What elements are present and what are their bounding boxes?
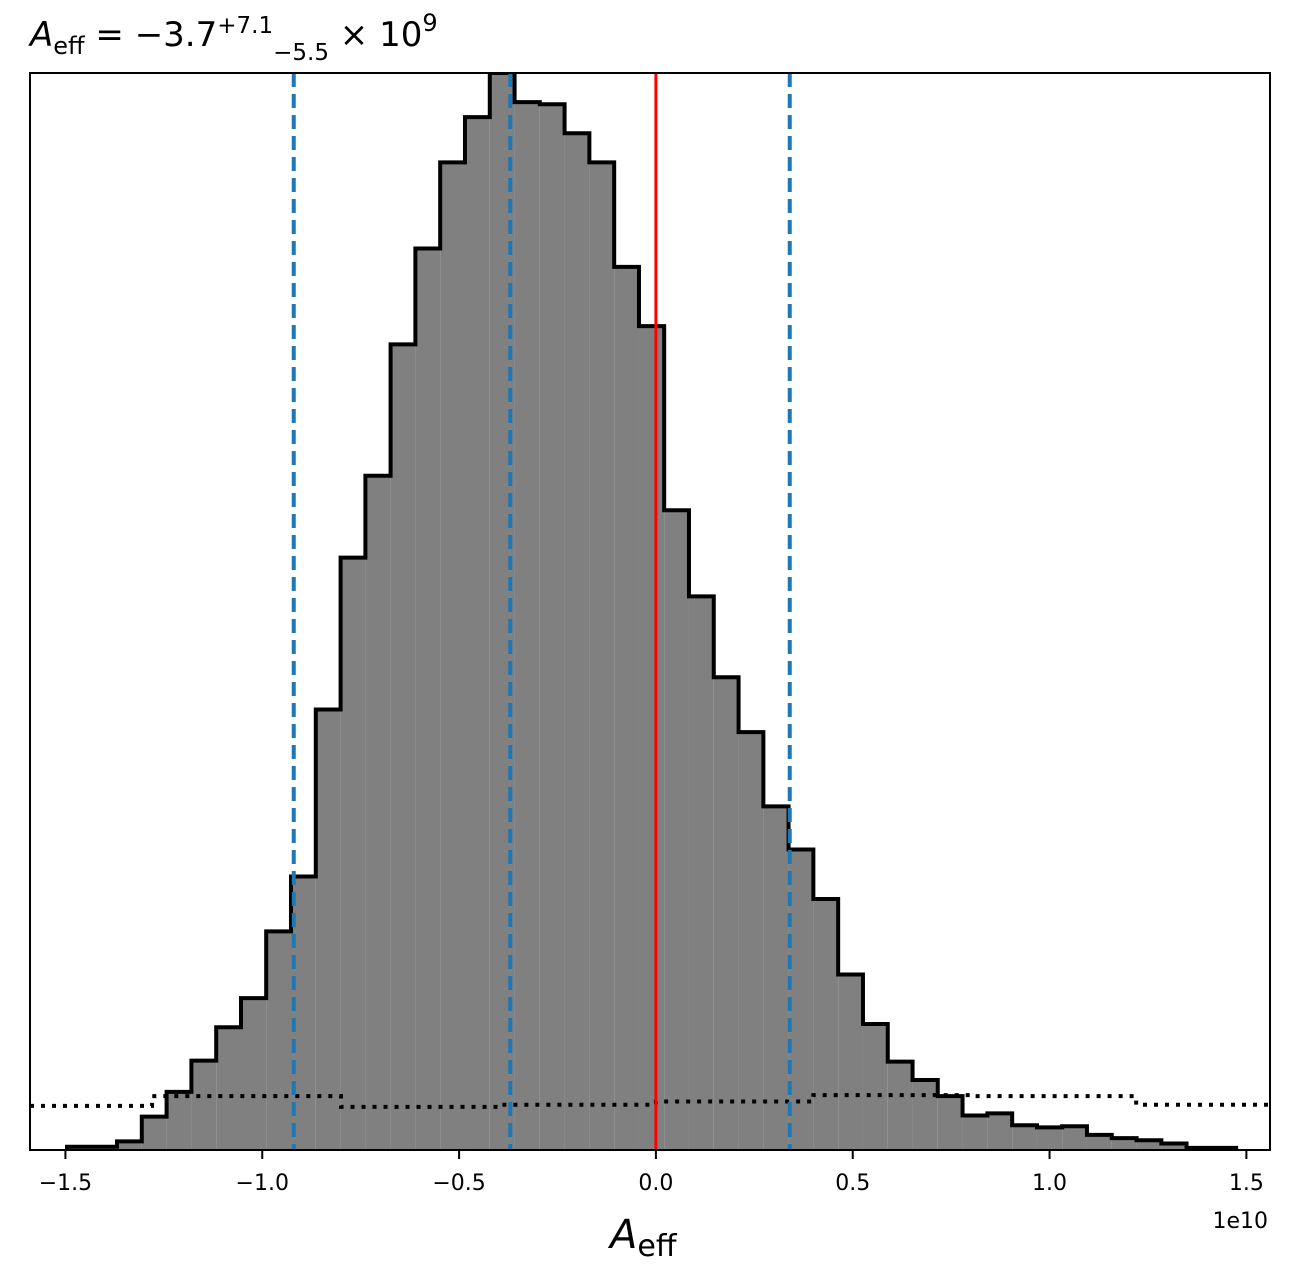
histogram-bar — [763, 806, 789, 1150]
plot-area — [30, 73, 1270, 1150]
histogram-bar — [664, 510, 689, 1150]
histogram-bar — [191, 1060, 217, 1150]
histogram-bar — [614, 266, 639, 1150]
plot-frame — [29, 72, 1271, 1151]
histogram-bar — [788, 849, 814, 1150]
histogram-bar — [962, 1115, 988, 1150]
histogram-bar — [315, 709, 341, 1150]
chart-title: Aeff = −3.7+7.1−5.5 × 109 — [28, 9, 438, 66]
histogram-bar — [514, 102, 540, 1150]
histogram-bar — [838, 974, 863, 1150]
x-axis: −1.5 −1.0 −0.5 0.0 0.5 1.0 1.5 — [29, 72, 1271, 1196]
title-median: −3.7 — [135, 15, 218, 55]
histogram-bar — [1012, 1125, 1037, 1150]
histogram-bar — [987, 1113, 1013, 1150]
histogram-bar — [440, 162, 465, 1150]
histogram-bar — [240, 998, 267, 1150]
histogram-bar — [415, 248, 441, 1150]
title-lower-error: −5.5 — [273, 40, 329, 66]
histogram-bar — [937, 1096, 963, 1150]
histogram-bar — [141, 1116, 167, 1150]
x-tick-label: −0.5 — [432, 1171, 485, 1196]
x-tick-label: −1.0 — [236, 1171, 289, 1196]
x-axis-label-sub: eff — [637, 1229, 677, 1264]
title-symbol: A — [28, 15, 53, 55]
histogram-bar — [1086, 1134, 1112, 1150]
histogram-bar — [464, 117, 490, 1150]
histogram-bar — [216, 1027, 241, 1150]
histogram-bar — [1062, 1126, 1087, 1150]
histogram-bar — [813, 899, 839, 1150]
x-tick-label: 0.5 — [835, 1171, 870, 1196]
histogram-bar — [1036, 1127, 1063, 1150]
title-upper-error: +7.1 — [217, 13, 273, 39]
histogram-bar — [589, 162, 615, 1150]
histogram-bar — [166, 1091, 192, 1150]
axis-offset-text: 1e10 — [1212, 1209, 1268, 1234]
title-times: × 10 — [329, 15, 422, 55]
plot-content — [30, 73, 1270, 1150]
x-tick-label: 0.0 — [638, 1171, 673, 1196]
histogram-outline — [65, 73, 1239, 1150]
histogram-bar — [340, 557, 366, 1150]
histogram-bar — [738, 732, 764, 1150]
x-axis-label: Aeff — [607, 1212, 678, 1264]
histogram-bar — [390, 344, 416, 1150]
x-axis-label-symbol: A — [607, 1212, 637, 1258]
x-tick-label: 1.5 — [1229, 1171, 1264, 1196]
title-exponent: 9 — [422, 9, 437, 37]
histogram-bar — [1111, 1138, 1137, 1150]
x-tick-label: 1.0 — [1032, 1171, 1067, 1196]
histogram-bar — [564, 133, 590, 1150]
x-tick-label: −1.5 — [39, 1171, 92, 1196]
histogram-bar — [539, 104, 565, 1150]
histogram-bar — [1136, 1140, 1162, 1150]
histogram-bar — [862, 1023, 888, 1150]
title-symbol-sub: eff — [53, 32, 85, 60]
histogram-bar — [266, 931, 291, 1150]
histogram-bar — [713, 677, 739, 1150]
histogram-bar — [1161, 1143, 1187, 1150]
histogram-bar — [887, 1061, 913, 1150]
histogram-bar — [638, 326, 665, 1150]
histogram-bar — [365, 475, 391, 1150]
title-equals: = — [85, 15, 135, 55]
histogram-bar — [688, 596, 714, 1150]
histogram-bar — [116, 1141, 142, 1150]
histogram-bar — [912, 1079, 938, 1150]
